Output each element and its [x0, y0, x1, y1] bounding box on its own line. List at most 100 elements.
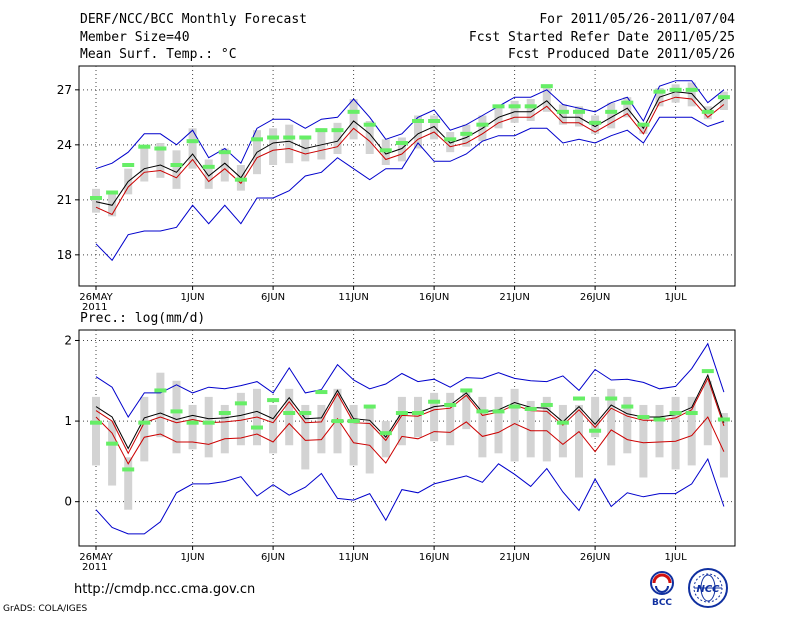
- temp-box: [317, 128, 326, 160]
- temp-box: [365, 121, 374, 154]
- temp-box: [558, 104, 567, 125]
- ncc-logo-text: NCC: [696, 584, 720, 595]
- prec-box: [446, 392, 455, 446]
- temp-box: [526, 99, 535, 121]
- prec-obs-marker: [106, 441, 119, 446]
- temp-box: [623, 97, 632, 118]
- temp-obs-marker: [637, 122, 650, 127]
- prec-obs-marker: [685, 411, 698, 416]
- prec-obs-marker: [540, 402, 553, 407]
- prec-obs-marker: [669, 411, 682, 416]
- temp-obs-marker: [556, 109, 569, 114]
- prec-obs-marker: [556, 420, 569, 425]
- temp-obs-marker: [589, 120, 602, 125]
- prec-box: [639, 404, 648, 478]
- prec-box: [124, 457, 133, 510]
- prec-obs-marker: [589, 428, 602, 433]
- temp-box: [671, 84, 680, 103]
- prec-obs-marker: [363, 404, 376, 409]
- temp-box: [494, 104, 503, 129]
- temp-obs-marker: [524, 104, 537, 109]
- prec-pct10-line: [95, 416, 725, 465]
- prec-box: [108, 421, 117, 486]
- temp-box: [719, 91, 728, 110]
- temp-median-line: [95, 96, 725, 216]
- prec-obs-marker: [428, 399, 441, 404]
- temp-obs-marker: [170, 163, 183, 167]
- prec-box: [349, 404, 358, 466]
- prec-box: [623, 396, 632, 454]
- temp-obs-marker: [106, 190, 119, 195]
- temp-ytick-label: 27: [57, 83, 72, 97]
- prec-box: [220, 404, 229, 454]
- temp-obs-marker: [251, 137, 263, 142]
- prec-plot-frame: [78, 329, 736, 547]
- prec-box: [462, 388, 471, 430]
- prec-obs-marker: [267, 398, 280, 403]
- temp-xtick-label: 1JUN: [181, 292, 205, 303]
- prec-box: [204, 396, 213, 458]
- temp-obs-marker: [138, 144, 151, 149]
- variable-label: Mean Surf. Temp.: °C: [80, 47, 237, 62]
- prec-ytick-label: 2: [64, 333, 72, 347]
- grads-credit: GrADS: COLA/IGES: [3, 604, 88, 614]
- prec-obs-marker: [492, 409, 505, 414]
- prec-obs-marker: [508, 404, 521, 409]
- prec-box: [140, 396, 149, 462]
- prec-obs-marker: [315, 390, 328, 395]
- temp-obs-marker: [315, 128, 328, 133]
- forecast-period: For 2011/05/26-2011/07/04: [539, 12, 735, 27]
- prec-obs-marker: [251, 425, 263, 430]
- temp-xtick-label: 1JUL: [664, 292, 687, 303]
- prec-box: [156, 372, 165, 438]
- prec-box: [526, 400, 535, 458]
- temp-xtick-label: 26JUN: [580, 292, 610, 303]
- bcc-logo-text: BCC: [652, 598, 672, 608]
- prec-xtick-year: 2011: [82, 562, 107, 573]
- prec-box: [591, 396, 600, 438]
- temp-obs-marker: [122, 163, 135, 167]
- fcst-produced-date: Fcst Produced Date 2011/05/26: [508, 47, 735, 62]
- temp-xtick-year: 2011: [82, 302, 107, 313]
- prec-box: [285, 388, 294, 446]
- temp-xtick-label: 26MAY: [79, 292, 113, 303]
- temp-box: [220, 148, 229, 182]
- prec-obs-marker: [379, 431, 392, 436]
- temp-xtick-label: 16JUN: [419, 292, 449, 303]
- prec-xtick-label: 1JUL: [664, 552, 687, 563]
- prec-min-line: [95, 457, 725, 535]
- temp-obs-marker: [508, 104, 521, 109]
- temp-box: [687, 82, 696, 107]
- temp-obs-marker: [573, 109, 585, 114]
- prec-obs-marker: [412, 411, 424, 416]
- prec-box: [172, 380, 181, 454]
- prec-box: [719, 413, 728, 478]
- temp-obs-marker: [299, 135, 312, 140]
- temp-obs-marker: [476, 122, 489, 127]
- temp-max-line: [95, 80, 725, 170]
- temp-min-line: [95, 116, 725, 262]
- prec-ytick-label: 0: [64, 495, 72, 509]
- prec-obs-marker: [331, 419, 344, 424]
- temp-box: [188, 128, 197, 169]
- chart-title: DERF/NCC/BCC Monthly Forecast: [80, 12, 307, 27]
- prec-obs-marker: [701, 369, 714, 374]
- prec-box: [430, 392, 439, 442]
- prec-obs-marker: [234, 401, 247, 406]
- temp-obs-marker: [347, 109, 360, 114]
- prec-mean-line: [95, 373, 725, 450]
- temp-ytick-label: 18: [57, 248, 72, 262]
- prec-obs-marker: [524, 406, 537, 411]
- prec-xtick-label: 26MAY: [79, 552, 113, 563]
- prec-obs-marker: [573, 396, 585, 401]
- prec-box: [317, 404, 326, 454]
- temp-obs-marker: [540, 84, 553, 89]
- temp-obs-marker: [331, 128, 344, 133]
- temp-obs-marker: [363, 122, 376, 127]
- temp-obs-marker: [186, 139, 199, 144]
- temp-box: [92, 188, 100, 213]
- prec-box: [558, 404, 567, 458]
- temp-obs-marker: [379, 148, 392, 153]
- temp-obs-marker: [460, 131, 473, 136]
- prec-box: [414, 396, 422, 438]
